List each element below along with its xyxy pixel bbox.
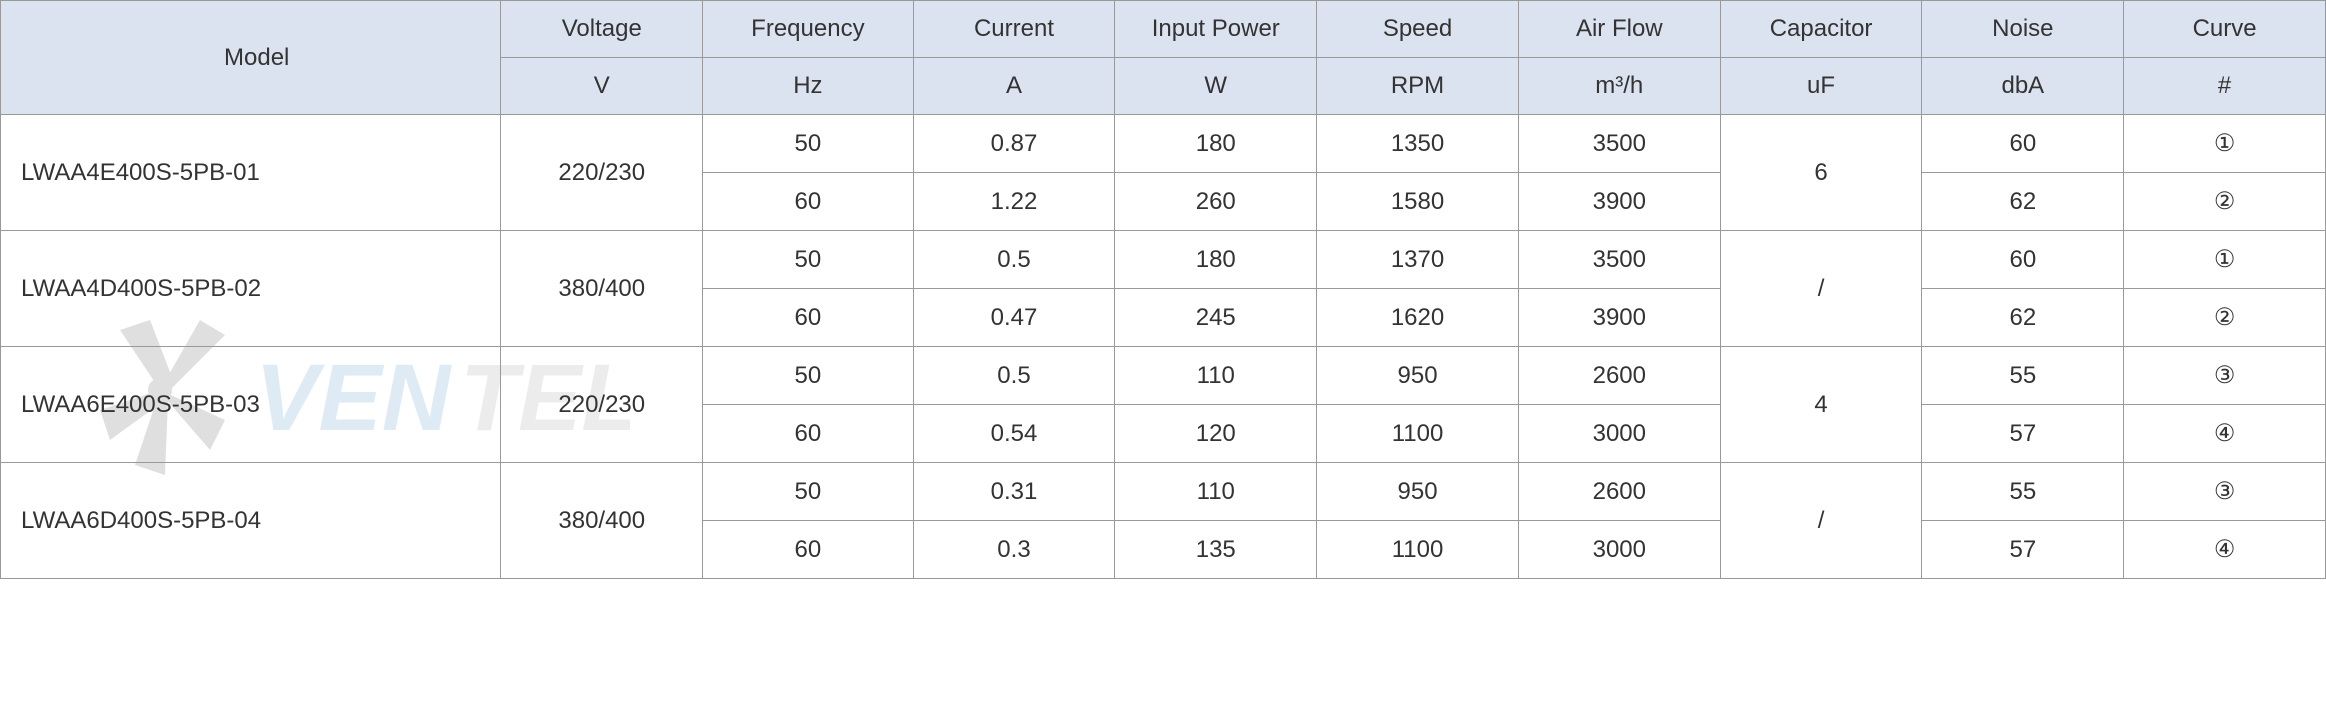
- cell-curve: ①: [2124, 115, 2326, 173]
- cell-air-flow: 3000: [1518, 405, 1720, 463]
- cell-capacitor: /: [1720, 463, 1922, 579]
- cell-voltage: 380/400: [501, 231, 703, 347]
- cell-voltage: 220/230: [501, 115, 703, 231]
- table-row: LWAA4D400S-5PB-02 380/400 50 0.5 180 137…: [1, 231, 2326, 289]
- cell-curve: ③: [2124, 347, 2326, 405]
- cell-frequency: 60: [703, 521, 913, 579]
- cell-speed: 950: [1317, 463, 1519, 521]
- header-curve: Curve: [2124, 1, 2326, 58]
- cell-input-power: 180: [1115, 115, 1317, 173]
- table-body: LWAA4E400S-5PB-01 220/230 50 0.87 180 13…: [1, 115, 2326, 579]
- cell-air-flow: 3900: [1518, 173, 1720, 231]
- cell-curve: ②: [2124, 289, 2326, 347]
- cell-input-power: 135: [1115, 521, 1317, 579]
- cell-current: 0.54: [913, 405, 1115, 463]
- cell-model: LWAA4D400S-5PB-02: [1, 231, 501, 347]
- cell-voltage: 220/230: [501, 347, 703, 463]
- cell-current: 0.87: [913, 115, 1115, 173]
- header-voltage: Voltage: [501, 1, 703, 58]
- cell-air-flow: 3500: [1518, 115, 1720, 173]
- cell-curve: ②: [2124, 173, 2326, 231]
- header-row: Model Voltage Frequency Current Input Po…: [1, 1, 2326, 58]
- cell-curve: ④: [2124, 405, 2326, 463]
- header-noise: Noise: [1922, 1, 2124, 58]
- unit-voltage: V: [501, 58, 703, 115]
- unit-air-flow: m³/h: [1518, 58, 1720, 115]
- spec-table: Model Voltage Frequency Current Input Po…: [0, 0, 2326, 579]
- cell-noise: 55: [1922, 347, 2124, 405]
- unit-frequency: Hz: [703, 58, 913, 115]
- cell-speed: 1350: [1317, 115, 1519, 173]
- unit-input-power: W: [1115, 58, 1317, 115]
- cell-speed: 1100: [1317, 521, 1519, 579]
- header-capacitor: Capacitor: [1720, 1, 1922, 58]
- unit-capacitor: uF: [1720, 58, 1922, 115]
- cell-curve: ③: [2124, 463, 2326, 521]
- cell-capacitor: /: [1720, 231, 1922, 347]
- cell-noise: 57: [1922, 521, 2124, 579]
- cell-speed: 1580: [1317, 173, 1519, 231]
- header-speed: Speed: [1317, 1, 1519, 58]
- cell-input-power: 120: [1115, 405, 1317, 463]
- cell-frequency: 60: [703, 289, 913, 347]
- cell-frequency: 50: [703, 347, 913, 405]
- cell-speed: 1370: [1317, 231, 1519, 289]
- cell-curve: ①: [2124, 231, 2326, 289]
- cell-noise: 62: [1922, 289, 2124, 347]
- cell-current: 0.3: [913, 521, 1115, 579]
- cell-frequency: 50: [703, 115, 913, 173]
- cell-noise: 60: [1922, 115, 2124, 173]
- cell-input-power: 260: [1115, 173, 1317, 231]
- unit-noise: dbA: [1922, 58, 2124, 115]
- cell-current: 1.22: [913, 173, 1115, 231]
- cell-air-flow: 3000: [1518, 521, 1720, 579]
- cell-air-flow: 2600: [1518, 463, 1720, 521]
- cell-frequency: 60: [703, 405, 913, 463]
- cell-air-flow: 2600: [1518, 347, 1720, 405]
- cell-model: LWAA6E400S-5PB-03: [1, 347, 501, 463]
- table-row: LWAA4E400S-5PB-01 220/230 50 0.87 180 13…: [1, 115, 2326, 173]
- cell-noise: 62: [1922, 173, 2124, 231]
- cell-current: 0.47: [913, 289, 1115, 347]
- table-row: LWAA6E400S-5PB-03 220/230 50 0.5 110 950…: [1, 347, 2326, 405]
- header-frequency: Frequency: [703, 1, 913, 58]
- cell-speed: 1100: [1317, 405, 1519, 463]
- unit-speed: RPM: [1317, 58, 1519, 115]
- unit-curve: #: [2124, 58, 2326, 115]
- cell-capacitor: 4: [1720, 347, 1922, 463]
- cell-speed: 950: [1317, 347, 1519, 405]
- header-air-flow: Air Flow: [1518, 1, 1720, 58]
- table-row: LWAA6D400S-5PB-04 380/400 50 0.31 110 95…: [1, 463, 2326, 521]
- cell-air-flow: 3500: [1518, 231, 1720, 289]
- cell-input-power: 245: [1115, 289, 1317, 347]
- cell-capacitor: 6: [1720, 115, 1922, 231]
- header-input-power: Input Power: [1115, 1, 1317, 58]
- cell-model: LWAA4E400S-5PB-01: [1, 115, 501, 231]
- cell-current: 0.5: [913, 231, 1115, 289]
- cell-current: 0.31: [913, 463, 1115, 521]
- cell-frequency: 60: [703, 173, 913, 231]
- cell-current: 0.5: [913, 347, 1115, 405]
- cell-frequency: 50: [703, 231, 913, 289]
- cell-curve: ④: [2124, 521, 2326, 579]
- cell-speed: 1620: [1317, 289, 1519, 347]
- header-model: Model: [1, 1, 501, 115]
- cell-model: LWAA6D400S-5PB-04: [1, 463, 501, 579]
- cell-air-flow: 3900: [1518, 289, 1720, 347]
- header-current: Current: [913, 1, 1115, 58]
- cell-input-power: 180: [1115, 231, 1317, 289]
- cell-noise: 57: [1922, 405, 2124, 463]
- cell-noise: 60: [1922, 231, 2124, 289]
- cell-input-power: 110: [1115, 347, 1317, 405]
- unit-current: A: [913, 58, 1115, 115]
- cell-input-power: 110: [1115, 463, 1317, 521]
- cell-frequency: 50: [703, 463, 913, 521]
- cell-noise: 55: [1922, 463, 2124, 521]
- cell-voltage: 380/400: [501, 463, 703, 579]
